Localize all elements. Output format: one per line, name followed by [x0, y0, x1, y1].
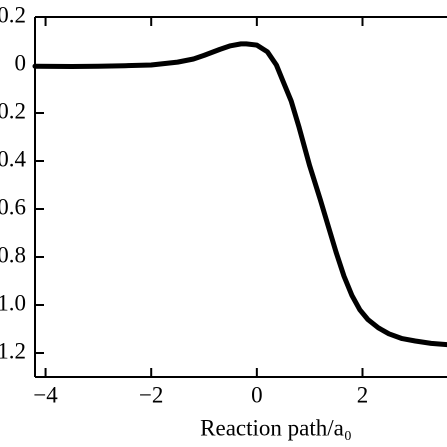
x-axis-label: Reaction path/a₀ — [200, 415, 352, 440]
x-tick-label: −2 — [139, 382, 163, 407]
y-tick-label: −0.4 — [0, 146, 26, 171]
x-tick-label: 2 — [357, 382, 369, 407]
y-tick-label: 0.2 — [0, 2, 26, 27]
axes-frame — [34, 16, 447, 378]
x-tick-label: 0 — [251, 382, 263, 407]
y-tick-label: 0 — [15, 50, 27, 75]
y-tick-label: −0.8 — [0, 242, 26, 267]
y-tick-label: −1.0 — [0, 290, 26, 315]
line-series — [32, 41, 447, 348]
y-tick-label: −0.2 — [0, 98, 26, 123]
y-tick-label: −0.6 — [0, 194, 26, 219]
x-tick-label: −4 — [33, 382, 58, 407]
y-tick-label: −1.2 — [0, 338, 26, 363]
